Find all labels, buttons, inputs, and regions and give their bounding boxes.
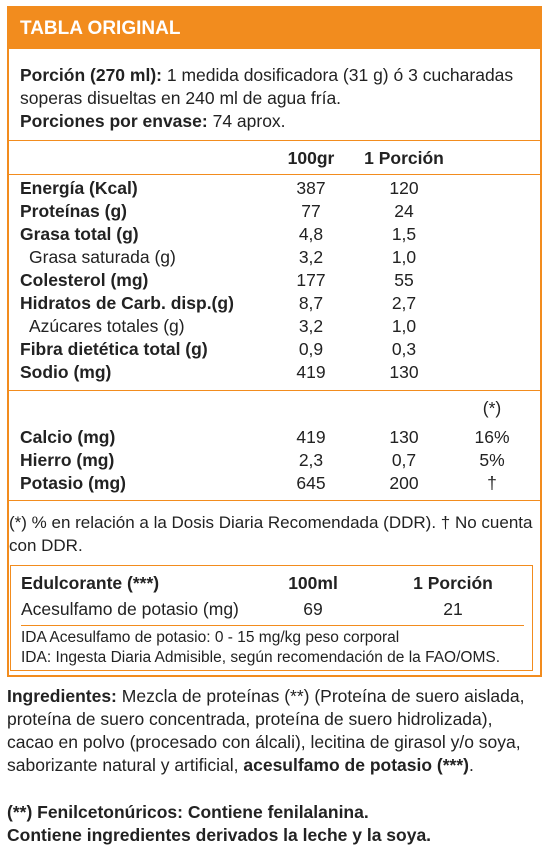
row-value-v1: 2,3	[298, 450, 324, 470]
ida-line-1: IDA Acesulfamo de potasio: 0 - 15 mg/kg …	[21, 629, 400, 646]
ddr-header: (*)	[482, 398, 502, 418]
footnote-line-2: con DDR.	[9, 536, 83, 555]
sweetener-value-100ml: 69	[303, 599, 323, 619]
row-value-v2: 1,0	[391, 247, 417, 267]
row-value-v1: 387	[296, 178, 326, 198]
row-label: Calcio (mg)	[20, 427, 116, 447]
row-value-v1: 645	[296, 473, 326, 493]
row-value-v1: 177	[296, 270, 326, 290]
divider	[9, 140, 540, 141]
row-value-v2: 200	[389, 473, 419, 493]
divider	[9, 390, 540, 391]
row-label: Hierro (mg)	[20, 450, 115, 470]
row-label: Grasa saturada (g)	[29, 247, 176, 267]
row-value-v2: 130	[389, 362, 419, 382]
row-label: Azúcares totales (g)	[29, 316, 185, 336]
row-value-v3: †	[487, 473, 497, 493]
divider	[9, 174, 540, 175]
ingredients-line-1: Ingredientes: Mezcla de proteínas (**) (…	[7, 686, 525, 706]
row-value-v2: 130	[389, 427, 419, 447]
sweetener-value-portion: 21	[443, 599, 463, 619]
row-value-v2: 1,5	[391, 224, 417, 244]
divider	[9, 500, 540, 501]
row-value-v1: 3,2	[298, 247, 324, 267]
warning-allergens: Contiene ingredientes derivados la leche…	[7, 825, 432, 845]
row-value-v2: 120	[389, 178, 419, 198]
row-value-v2: 2,7	[391, 293, 417, 313]
sweetener-col-portion: 1 Porción	[413, 573, 493, 593]
row-value-v1: 0,9	[298, 339, 324, 359]
row-value-v1: 4,8	[298, 224, 324, 244]
row-value-v1: 419	[296, 427, 326, 447]
row-value-v1: 77	[301, 201, 321, 221]
divider	[21, 625, 524, 626]
row-value-v1: 3,2	[298, 316, 324, 336]
row-label: Fibra dietética total (g)	[20, 339, 208, 359]
ingredients-line-4: saborizante natural y artificial, acesul…	[7, 755, 474, 775]
ida-line-2: IDA: Ingesta Diaria Admisible, según rec…	[21, 649, 501, 666]
ingredients-line-2: proteína de suero concentrada, proteína …	[7, 709, 493, 729]
footnote-line-1: (*) % en relación a la Dosis Diaria Reco…	[9, 513, 533, 532]
row-value-v2: 0,7	[391, 450, 417, 470]
col-header-100gr: 100gr	[287, 148, 335, 168]
row-value-v2: 0,3	[391, 339, 417, 359]
sweetener-col-100ml: 100ml	[288, 573, 338, 593]
row-value-v2: 55	[394, 270, 414, 290]
row-label: Proteínas (g)	[20, 201, 127, 221]
row-label: Energía (Kcal)	[20, 178, 138, 198]
portion-line-1: Porción (270 ml): 1 medida dosificadora …	[20, 65, 514, 85]
ingredients-line-3: cacao en polvo (procesado con álcali), l…	[7, 732, 521, 752]
col-header-portion: 1 Porción	[364, 148, 444, 168]
row-label: Grasa total (g)	[20, 224, 139, 244]
row-label: Potasio (mg)	[20, 473, 126, 493]
row-value-v2: 24	[394, 201, 414, 221]
warning-phenylketonurics: (**) Fenilcetonúricos: Contiene fenilala…	[7, 802, 369, 822]
servings-line: Porciones por envase: 74 aprox.	[20, 111, 286, 131]
sweetener-name: Acesulfamo de potasio (mg)	[21, 599, 239, 619]
portion-line-2: soperas disueltas en 240 ml de agua fría…	[20, 88, 342, 108]
row-value-v2: 1,0	[391, 316, 417, 336]
nutrition-table: TABLA ORIGINAL Porción (270 ml): 1 medid…	[7, 6, 542, 677]
row-value-v1: 419	[296, 362, 326, 382]
sweetener-box: Edulcorante (***) 100ml 1 Porción Acesul…	[10, 565, 533, 671]
row-label: Colesterol (mg)	[20, 270, 149, 290]
row-value-v3: 5%	[479, 450, 505, 470]
table-header: TABLA ORIGINAL	[9, 8, 540, 49]
row-label: Sodio (mg)	[20, 362, 112, 382]
row-value-v1: 8,7	[298, 293, 324, 313]
sweetener-title: Edulcorante (***)	[21, 573, 160, 593]
row-label: Hidratos de Carb. disp.(g)	[20, 293, 234, 313]
row-value-v3: 16%	[474, 427, 510, 447]
